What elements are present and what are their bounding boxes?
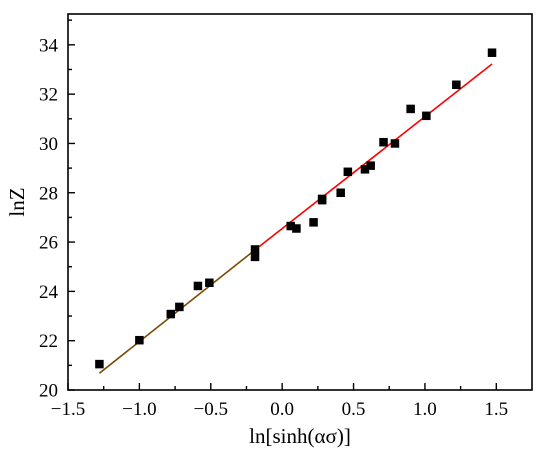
data-point: [193, 281, 203, 291]
data-point: [95, 359, 104, 369]
data-point: [360, 165, 370, 174]
x-tick-label: 0.0: [270, 399, 294, 420]
y-tick-label: 34: [39, 35, 59, 56]
data-point: [309, 218, 318, 227]
y-tick-label: 28: [39, 183, 58, 204]
data-point: [379, 137, 388, 147]
data-point: [422, 111, 431, 121]
y-axis-title: lnZ: [5, 187, 29, 216]
y-tick-label: 32: [39, 85, 58, 106]
data-point: [250, 252, 260, 262]
x-tick-label: −1.5: [51, 399, 85, 420]
data-point: [286, 221, 295, 231]
y-tick-label: 20: [39, 381, 58, 402]
x-axis-title: ln[sinh(ασ)]: [249, 424, 351, 448]
data-point: [135, 335, 144, 345]
data-point: [175, 302, 184, 312]
data-point: [366, 161, 375, 170]
data-point: [205, 278, 214, 287]
x-tick-label: 1.0: [413, 399, 437, 420]
fit-line: [258, 63, 493, 248]
x-tick-label: −1.0: [122, 399, 156, 420]
data-point: [343, 167, 353, 177]
plot-area: −1.5 −1.0 −0.5 0.0 0.5 1.0 1.5 20 22 24 26 28 30 32 34: [39, 13, 533, 420]
data-point: [390, 139, 400, 148]
data-point: [292, 224, 301, 233]
data-point: [250, 245, 260, 254]
data-point: [166, 309, 176, 319]
data-point: [336, 188, 345, 198]
data-point: [317, 194, 327, 204]
data-point: [487, 48, 497, 57]
x-tick-label: 1.5: [484, 399, 508, 420]
y-tick-label: 26: [39, 233, 58, 254]
x-tick-label: −0.5: [194, 399, 228, 420]
y-tick-label: 30: [39, 134, 58, 155]
plot-frame: [67, 13, 533, 391]
y-tick-label: 22: [39, 331, 58, 352]
data-point: [406, 104, 415, 114]
x-tick-label: 0.5: [342, 399, 366, 420]
y-tick-label: 24: [39, 282, 59, 303]
data-point: [452, 80, 461, 90]
